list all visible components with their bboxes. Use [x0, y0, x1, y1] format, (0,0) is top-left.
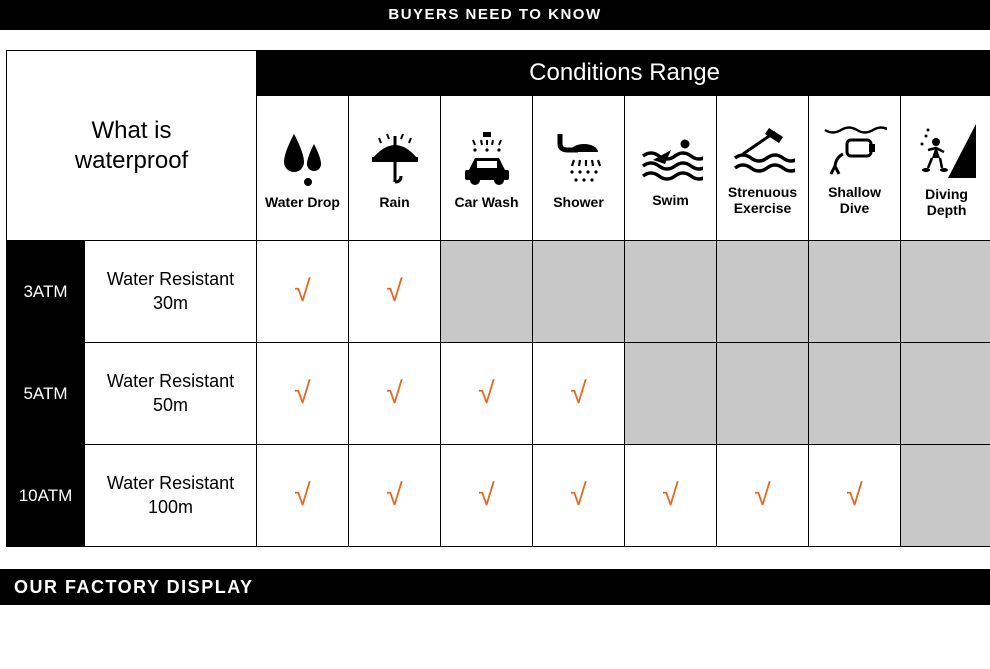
unavailable-cell [625, 241, 717, 343]
check-mark: √ [349, 241, 441, 343]
diving-depth-icon [903, 122, 990, 180]
shower-icon [535, 130, 622, 188]
resistance-description: Water Resistant100m [85, 445, 257, 547]
check-mark: √ [257, 445, 349, 547]
check-mark: √ [349, 445, 441, 547]
unavailable-cell [809, 241, 901, 343]
condition-shower: Shower [533, 96, 625, 241]
top-banner: BUYERS NEED TO KNOW [0, 0, 990, 30]
waterproof-table: What iswaterproof Conditions Range Water… [6, 50, 990, 547]
check-mark: √ [257, 343, 349, 445]
check-mark: √ [717, 445, 809, 547]
check-mark: √ [533, 343, 625, 445]
condition-shallow-dive: ShallowDive [809, 96, 901, 241]
shallow-dive-icon [811, 124, 898, 178]
strenuous-icon [719, 124, 806, 178]
swim-icon [627, 132, 714, 186]
condition-label: StrenuousExercise [719, 184, 806, 216]
atm-rating: 5ATM [7, 343, 85, 445]
condition-label: ShallowDive [811, 184, 898, 216]
condition-label: Rain [351, 194, 438, 210]
unavailable-cell [901, 445, 990, 547]
table-row: 10ATMWater Resistant100m√√√√√√√ [7, 445, 990, 547]
condition-label: Water Drop [259, 194, 346, 210]
condition-label: DivingDepth [903, 186, 990, 218]
condition-swim: Swim [625, 96, 717, 241]
condition-strenuous: StrenuousExercise [717, 96, 809, 241]
bottom-banner: OUR FACTORY DISPLAY [0, 569, 990, 605]
what-is-waterproof-header: What iswaterproof [7, 51, 257, 241]
unavailable-cell [441, 241, 533, 343]
check-mark: √ [625, 445, 717, 547]
resistance-description: Water Resistant30m [85, 241, 257, 343]
conditions-range-header: Conditions Range [257, 51, 990, 96]
condition-rain: Rain [349, 96, 441, 241]
unavailable-cell [901, 241, 990, 343]
table-row: 3ATMWater Resistant30m√√ [7, 241, 990, 343]
unavailable-cell [717, 343, 809, 445]
check-mark: √ [349, 343, 441, 445]
water-drop-icon [259, 130, 346, 188]
check-mark: √ [533, 445, 625, 547]
condition-label: Car Wash [443, 194, 530, 210]
waterproof-table-container: What iswaterproof Conditions Range Water… [0, 30, 990, 547]
unavailable-cell [809, 343, 901, 445]
check-mark: √ [441, 343, 533, 445]
unavailable-cell [533, 241, 625, 343]
table-row: 5ATMWater Resistant50m√√√√ [7, 343, 990, 445]
atm-rating: 3ATM [7, 241, 85, 343]
check-mark: √ [257, 241, 349, 343]
car-wash-icon [443, 130, 530, 188]
unavailable-cell [901, 343, 990, 445]
atm-rating: 10ATM [7, 445, 85, 547]
condition-car-wash: Car Wash [441, 96, 533, 241]
unavailable-cell [625, 343, 717, 445]
condition-diving-depth: DivingDepth [901, 96, 990, 241]
rain-icon [351, 130, 438, 188]
resistance-description: Water Resistant50m [85, 343, 257, 445]
condition-water-drop: Water Drop [257, 96, 349, 241]
check-mark: √ [441, 445, 533, 547]
condition-label: Swim [627, 192, 714, 208]
condition-label: Shower [535, 194, 622, 210]
unavailable-cell [717, 241, 809, 343]
check-mark: √ [809, 445, 901, 547]
